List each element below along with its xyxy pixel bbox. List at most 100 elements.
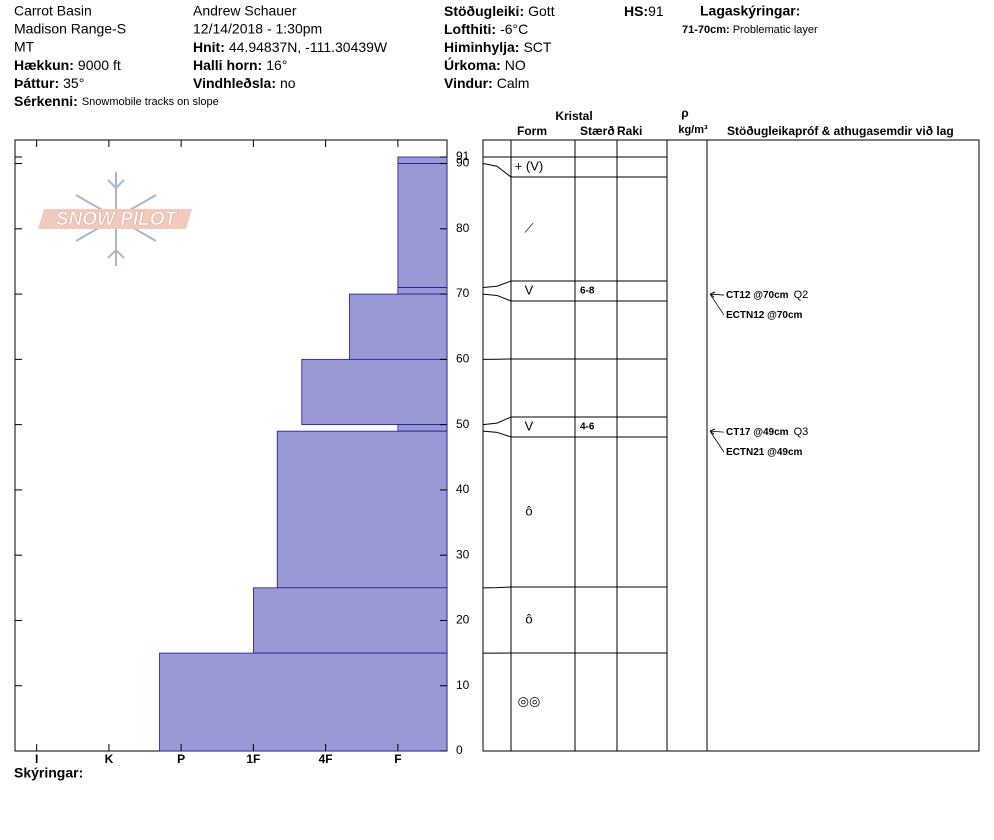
size-header: Stærð	[580, 124, 615, 138]
crystal-header: Kristal	[555, 109, 592, 123]
range: Madison Range-S	[14, 21, 126, 37]
precip: Úrkoma: NO	[444, 56, 526, 73]
y-tick-label: 60	[456, 352, 470, 366]
test-quality: Q2	[794, 289, 809, 301]
form-header: Form	[517, 124, 547, 138]
hardness-bar	[397, 424, 448, 432]
x-tick-label: I	[35, 752, 38, 766]
grain-form: ⟋	[524, 220, 534, 235]
y-tick-label: 30	[456, 547, 470, 561]
y-tick-label: 80	[456, 221, 470, 235]
test-label: CT12 @70cm	[726, 290, 789, 301]
value: no	[280, 75, 296, 91]
slope: Halli horn: 16°	[193, 57, 287, 73]
depth-connector	[482, 586, 512, 589]
label: Stöðugleiki:	[444, 3, 524, 19]
y-tick-label: 50	[456, 417, 470, 431]
label: Vindur:	[444, 75, 493, 91]
value: Calm	[497, 75, 530, 91]
x-tick-label: 1F	[246, 752, 260, 766]
x-tick-label: P	[177, 752, 185, 766]
y-tick-label: 40	[456, 482, 470, 496]
test-result: CT12 @70cm Q2	[726, 289, 808, 301]
grain-form: ô	[525, 611, 532, 626]
test-arrow	[709, 428, 725, 453]
test-label: ECTN12 @70cm	[726, 310, 803, 321]
sky: Himinhylja: SCT	[444, 39, 552, 55]
hardness-bar	[159, 652, 448, 752]
x-tick-label: K	[105, 752, 114, 766]
footer-legend: Skýringar:	[14, 765, 83, 781]
test-result: ECTN21 @49cm	[726, 447, 803, 458]
hardness-bar	[397, 287, 448, 295]
air-temp: Lofthiti: -6°C	[444, 21, 528, 37]
wind-loading: Vindhleðsla: no	[193, 75, 296, 91]
site: Carrot Basin	[14, 3, 92, 19]
y-tick-label: 10	[456, 678, 470, 692]
grain-form: ô	[525, 503, 532, 518]
label: Himinhylja:	[444, 39, 519, 55]
aspect: Þáttur: 35°	[14, 75, 84, 91]
hardness-bar	[397, 156, 448, 164]
x-tick-label: F	[394, 752, 401, 766]
logo-band	[38, 209, 192, 229]
grain-size: 4-6	[580, 422, 595, 433]
grain-form: V	[525, 282, 534, 297]
y-tick-label: 91	[456, 149, 470, 163]
test-label: ECTN21 @49cm	[726, 447, 803, 458]
label: HS:	[624, 3, 648, 19]
date: 12/14/2018 - 1:30pm	[193, 21, 322, 37]
layer-table-frame	[482, 139, 980, 752]
density-unit: kg/m³	[678, 124, 708, 136]
y-tick-label: 0	[456, 743, 463, 757]
hardness-bar	[252, 587, 448, 654]
features: Sérkenni: Snowmobile tracks on slope	[14, 93, 219, 109]
moisture-header: Raki	[617, 124, 642, 138]
value: 16°	[266, 57, 287, 73]
logo-text: SNOW PILOT	[56, 209, 178, 230]
depth-connector	[482, 293, 512, 302]
hardness-bar	[349, 293, 448, 360]
value: NO	[505, 57, 526, 73]
depth-connector	[482, 430, 512, 438]
grain-size: 6-8	[580, 286, 595, 297]
grain-form: + (V)	[515, 158, 544, 173]
value: 91	[648, 3, 664, 19]
depth-connector	[482, 280, 512, 289]
note: Problematic layer	[733, 24, 818, 36]
hardness-bar	[276, 430, 448, 589]
test-quality: Q3	[794, 426, 809, 438]
label: Lofthiti:	[444, 21, 496, 37]
stability: Stöðugleiki: Gott	[444, 3, 555, 19]
wind: Vindur: Calm	[444, 75, 529, 91]
label: Vindhleðsla:	[193, 75, 276, 91]
layer-note: 71-70cm: Problematic layer	[682, 24, 818, 36]
rho-header: ρ	[681, 106, 688, 120]
label: Hækkun:	[14, 57, 74, 73]
value: -6°C	[500, 21, 528, 37]
label: Þáttur:	[14, 75, 59, 91]
y-tick-label: 90	[456, 156, 470, 170]
state: MT	[14, 39, 35, 55]
flake-branch	[107, 179, 125, 259]
coordinates: Hnit: 44.94837N, -111.30439W	[193, 39, 388, 55]
grain-form: V	[525, 418, 534, 433]
depth-connector	[482, 416, 512, 426]
hardness-bar	[397, 163, 448, 288]
label: Hnit:	[193, 39, 225, 55]
table-columns	[510, 140, 708, 751]
value: 35°	[63, 75, 84, 91]
test-result: ECTN12 @70cm	[726, 310, 803, 321]
value: Snowmobile tracks on slope	[82, 96, 219, 108]
test-arrow	[709, 291, 725, 316]
value: 9000 ft	[78, 57, 121, 73]
label: Sérkenni:	[14, 93, 78, 109]
elevation: Hækkun: 9000 ft	[14, 57, 121, 73]
depth-connector	[482, 163, 512, 178]
observer: Andrew Schauer	[193, 3, 297, 19]
tests-header: Stöðugleikapróf & athugasemdir við lag	[727, 124, 954, 138]
label: Halli horn:	[193, 57, 262, 73]
value: SCT	[523, 39, 551, 55]
